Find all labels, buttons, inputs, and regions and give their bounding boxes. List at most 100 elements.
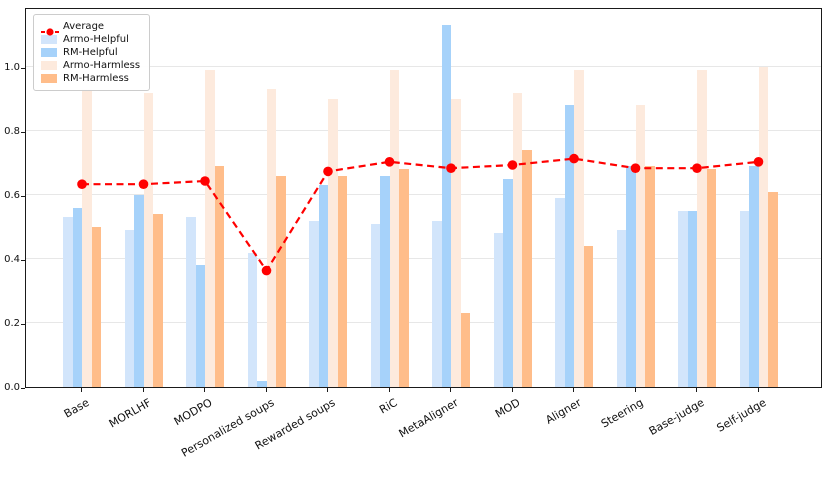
bar-rm-harmless-base (91, 227, 101, 387)
bar-armo-helpful-steering (616, 230, 626, 387)
y-tick-label: 0.0 (4, 382, 20, 393)
bar-armo-harmless-morlhf (143, 92, 153, 387)
bar-armo-helpful-rewarded-soups (309, 220, 319, 387)
bar-rm-helpful-base (72, 207, 82, 387)
legend-swatch-icon (41, 48, 57, 57)
bar-armo-helpful-modpo (186, 217, 196, 387)
bar-rm-harmless-rewarded-soups (337, 175, 347, 387)
bar-rm-harmless-steering (645, 166, 655, 387)
x-tick-label: Self-judge (714, 396, 768, 435)
y-tick-mark (21, 388, 25, 389)
bar-rm-harmless-metaaligner (460, 313, 470, 387)
x-tick-mark (757, 388, 759, 392)
y-tick-label: 1.0 (4, 62, 20, 73)
bar-rm-harmless-aligner (583, 246, 593, 387)
gridline (26, 66, 821, 67)
x-tick-mark (450, 388, 451, 392)
y-tick-mark (21, 196, 25, 197)
bar-armo-helpful-aligner (555, 198, 565, 387)
x-tick-label: Base (61, 396, 92, 421)
bar-rm-helpful-modpo (195, 265, 205, 387)
bar-armo-harmless-rewarded-soups (328, 99, 338, 387)
bar-armo-helpful-self-judge (739, 211, 749, 387)
legend-swatch-icon (41, 61, 57, 70)
bar-armo-helpful-morlhf (124, 230, 134, 387)
legend-swatch-icon (41, 74, 57, 83)
bar-armo-helpful-metaaligner (432, 220, 442, 387)
bar-rm-harmless-self-judge (768, 191, 778, 387)
legend-label: Armo-Helpful (63, 34, 129, 45)
x-tick-mark (327, 388, 328, 392)
legend-label: Average (63, 21, 105, 32)
bar-armo-harmless-mod (512, 92, 522, 387)
bar-armo-harmless-aligner (574, 70, 584, 387)
y-tick-label: 0.6 (4, 190, 20, 201)
bar-rm-harmless-ric (399, 169, 409, 387)
bar-rm-helpful-mod (503, 179, 513, 387)
y-tick-mark (21, 68, 25, 69)
legend-item-armo-helpful: Armo-Helpful (41, 33, 140, 46)
y-tick-mark (21, 324, 25, 325)
gridline (26, 130, 821, 131)
plot-area (25, 8, 822, 388)
x-tick-label: MORLHF (106, 396, 153, 431)
x-tick-label: MetaAligner (396, 396, 461, 441)
legend-label: RM-Harmless (63, 73, 129, 84)
bar-armo-helpful-personalized-soups (247, 252, 257, 387)
x-tick-label: Aligner (543, 396, 584, 427)
bar-rm-harmless-base-judge (706, 169, 716, 387)
average-line (82, 157, 759, 273)
x-tick-label: RiC (376, 396, 399, 417)
y-tick-label: 0.2 (4, 318, 20, 329)
x-tick-mark (388, 388, 390, 392)
bar-armo-harmless-modpo (205, 70, 215, 387)
bar-rm-helpful-morlhf (134, 195, 144, 387)
legend-item-rm-helpful: RM-Helpful (41, 46, 140, 59)
bar-armo-harmless-base-judge (697, 70, 707, 387)
x-tick-label: MOD (492, 396, 522, 421)
bar-rm-harmless-modpo (214, 166, 224, 387)
legend-swatch-icon (41, 35, 57, 44)
bar-rm-helpful-aligner (564, 105, 574, 387)
bar-armo-helpful-base (63, 217, 73, 387)
y-tick-mark (21, 260, 25, 261)
legend-item-rm-harmless: RM-Harmless (41, 72, 140, 85)
bar-armo-harmless-self-judge (758, 67, 768, 387)
x-tick-mark (573, 388, 574, 392)
legend-label: RM-Helpful (63, 47, 118, 58)
x-tick-mark (696, 388, 697, 392)
y-tick-mark (21, 132, 25, 133)
legend-item-average: Average (41, 20, 140, 36)
x-tick-mark (511, 388, 513, 392)
legend: Average Armo-Helpful RM-Helpful Armo-Harmle… (33, 14, 151, 91)
bar-rm-helpful-personalized-soups (257, 380, 267, 387)
legend-item-armo-harmless: Armo-Harmless (41, 59, 140, 72)
bar-rm-helpful-steering (626, 166, 636, 387)
bar-armo-harmless-base (82, 89, 92, 387)
y-tick-label: 0.4 (4, 254, 20, 265)
bar-rm-helpful-ric (380, 175, 390, 387)
bar-rm-helpful-self-judge (749, 166, 759, 387)
bar-rm-helpful-base-judge (687, 211, 697, 387)
bar-armo-harmless-steering (635, 105, 645, 387)
legend-label: Armo-Harmless (63, 60, 141, 71)
bar-rm-helpful-metaaligner (441, 25, 451, 387)
average-line-icon (41, 22, 59, 36)
x-tick-label: MODPO (171, 396, 215, 429)
gridline (26, 322, 821, 323)
x-tick-label: Steering (598, 396, 645, 431)
x-tick-mark (142, 388, 144, 392)
bar-armo-helpful-base-judge (678, 211, 688, 387)
y-tick-label: 0.8 (4, 126, 20, 137)
bar-rm-harmless-morlhf (153, 214, 163, 387)
x-tick-mark (265, 388, 267, 392)
bar-armo-harmless-ric (389, 70, 399, 387)
bar-rm-harmless-personalized-soups (276, 175, 286, 387)
bar-armo-helpful-mod (493, 233, 503, 387)
bar-rm-harmless-mod (522, 150, 532, 387)
x-tick-mark (81, 388, 82, 392)
x-tick-label: Base-judge (646, 396, 707, 439)
x-tick-mark (634, 388, 636, 392)
x-tick-mark (204, 388, 205, 392)
